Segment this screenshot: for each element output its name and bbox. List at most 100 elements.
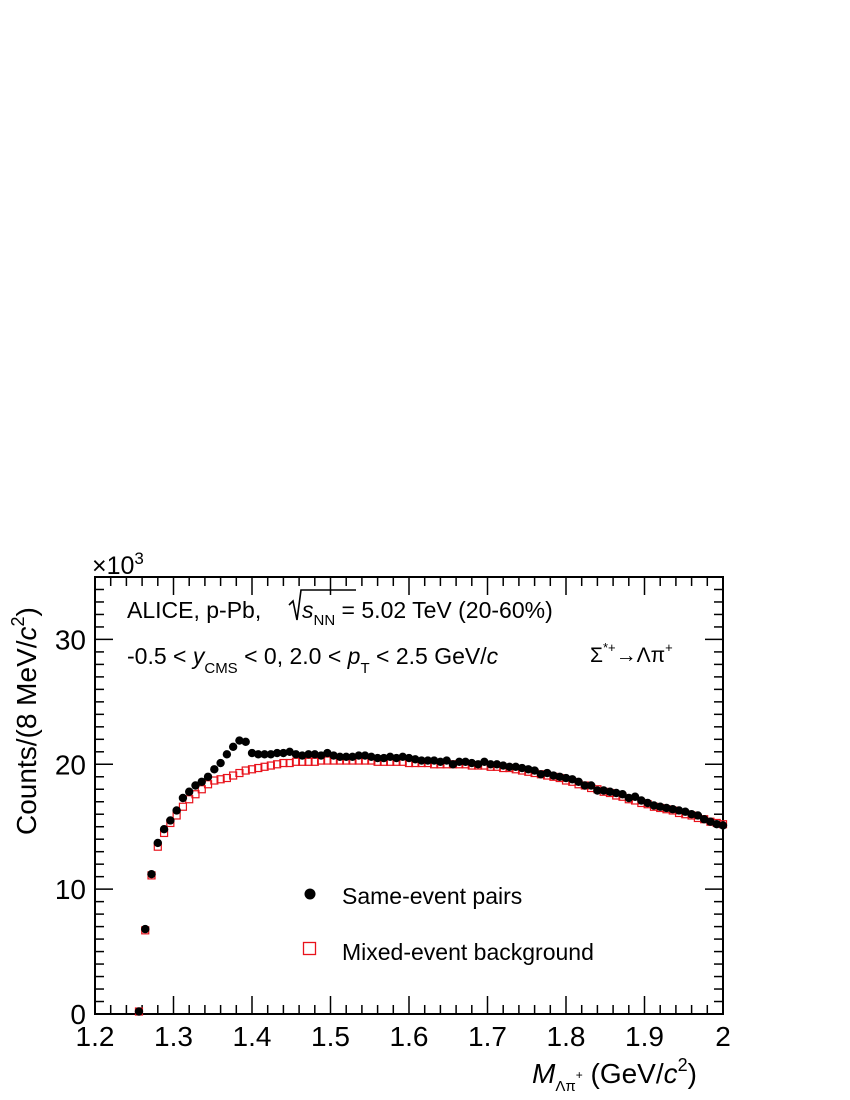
svg-text:sNN = 5.02 TeV (20-60%): sNN = 5.02 TeV (20-60%) xyxy=(302,597,553,629)
same-event-point xyxy=(360,751,370,760)
mixed-event-point xyxy=(229,771,238,780)
same-event-point xyxy=(291,750,301,759)
same-event-point xyxy=(172,806,181,815)
x-tick-label: 1.6 xyxy=(390,1021,429,1052)
same-event-point xyxy=(191,781,200,790)
y-tick-label: 30 xyxy=(55,624,86,655)
same-event-point xyxy=(718,821,728,830)
same-event-point xyxy=(593,786,602,795)
same-event-point xyxy=(392,753,401,763)
y-tick-label: 10 xyxy=(55,874,86,905)
same-event-point xyxy=(185,787,194,796)
same-event-point xyxy=(266,750,276,759)
same-event-point xyxy=(153,838,162,848)
same-event-point xyxy=(505,762,514,771)
same-event-point xyxy=(241,737,250,747)
same-event-point xyxy=(624,793,633,803)
same-event-point xyxy=(304,750,313,759)
mixed-event-point xyxy=(273,760,282,769)
legend-marker-same-event xyxy=(304,888,316,900)
same-event-point xyxy=(712,820,721,829)
same-event-point xyxy=(499,761,508,770)
same-event-point xyxy=(455,757,464,766)
mixed-event-point xyxy=(254,763,263,773)
same-event-point xyxy=(367,752,376,761)
mixed-event-point xyxy=(216,775,225,784)
same-event-point xyxy=(586,781,596,790)
data-markers xyxy=(134,736,728,1016)
x-tick-label: 2 xyxy=(715,1021,731,1052)
same-event-point xyxy=(555,772,564,781)
same-event-point xyxy=(668,805,677,814)
x-tick-label: 1.3 xyxy=(154,1021,193,1052)
x-tick-label: 1.7 xyxy=(468,1021,507,1052)
y-axis-label: Counts/(8 MeV/c2) xyxy=(8,607,42,835)
legend-label-same-event: Same-event pairs xyxy=(342,883,522,909)
same-event-point xyxy=(429,756,439,765)
same-event-point xyxy=(254,750,263,759)
mixed-event-point xyxy=(266,761,275,770)
same-event-point xyxy=(574,777,583,786)
decay-label: Σ*+→Λπ+ xyxy=(590,640,673,667)
mixed-event-point xyxy=(260,762,269,771)
same-event-point xyxy=(373,753,382,763)
same-event-point xyxy=(279,748,288,758)
same-event-point xyxy=(147,869,156,879)
same-event-point xyxy=(335,752,345,761)
x-tick-label: 1.4 xyxy=(233,1021,272,1052)
annotation-line-1: ALICE, p-Pb, sNN = 5.02 TeV (20-60%) xyxy=(127,589,553,629)
same-event-point xyxy=(630,792,640,801)
same-event-point xyxy=(197,777,206,786)
legend: Same-event pairs Mixed-event background xyxy=(302,883,594,965)
annotation-line-2: -0.5 < yCMS < 0, 2.0 < pT < 2.5 GeV/c xyxy=(127,643,499,677)
same-event-point xyxy=(260,750,269,759)
mixed-event-point xyxy=(247,765,257,774)
same-event-point xyxy=(517,763,527,773)
same-event-point xyxy=(342,752,351,761)
y-tick-label: 0 xyxy=(70,999,86,1030)
same-event-point xyxy=(166,816,175,825)
same-event-point xyxy=(385,752,395,761)
same-event-point xyxy=(674,806,684,815)
x-tick-label: 1.8 xyxy=(547,1021,586,1052)
same-event-point xyxy=(354,751,363,760)
mixed-event-point xyxy=(210,776,219,785)
same-event-point xyxy=(486,760,495,769)
same-event-point xyxy=(536,770,546,779)
x-axis-label: MΛπ+ (GeV/c2) xyxy=(532,1055,697,1095)
same-event-point xyxy=(436,757,445,766)
x-tick-label: 1.2 xyxy=(76,1021,115,1052)
same-event-point xyxy=(612,788,621,798)
same-event-point xyxy=(216,758,225,768)
same-event-point xyxy=(467,758,476,768)
same-event-point xyxy=(228,742,238,752)
same-event-point xyxy=(662,803,671,813)
same-event-point xyxy=(298,751,307,760)
same-event-point xyxy=(411,755,420,764)
same-event-point xyxy=(210,765,219,774)
same-event-point xyxy=(329,751,338,760)
same-event-point xyxy=(235,736,244,745)
y-multiplier: ×103 xyxy=(92,549,144,580)
mixed-event-point xyxy=(178,802,188,811)
legend-label-mixed-event: Mixed-event background xyxy=(342,939,594,965)
same-event-point xyxy=(159,825,169,834)
same-event-point xyxy=(561,773,571,783)
same-event-point xyxy=(310,750,319,759)
mixed-event-point xyxy=(222,773,231,783)
same-event-point xyxy=(687,810,696,819)
y-tick-label: 20 xyxy=(55,749,86,780)
same-event-point xyxy=(141,924,150,934)
same-event-point xyxy=(580,781,590,790)
same-event-point xyxy=(178,793,188,803)
same-event-point xyxy=(417,756,426,765)
axis-ticks xyxy=(94,576,724,1015)
same-event-point xyxy=(348,752,357,761)
same-event-point xyxy=(618,790,627,799)
mixed-event-point xyxy=(235,768,244,778)
svg-text:ALICE, p-Pb,: ALICE, p-Pb, xyxy=(127,597,261,623)
same-event-point xyxy=(549,771,558,780)
legend-marker-mixed-event xyxy=(302,941,317,956)
